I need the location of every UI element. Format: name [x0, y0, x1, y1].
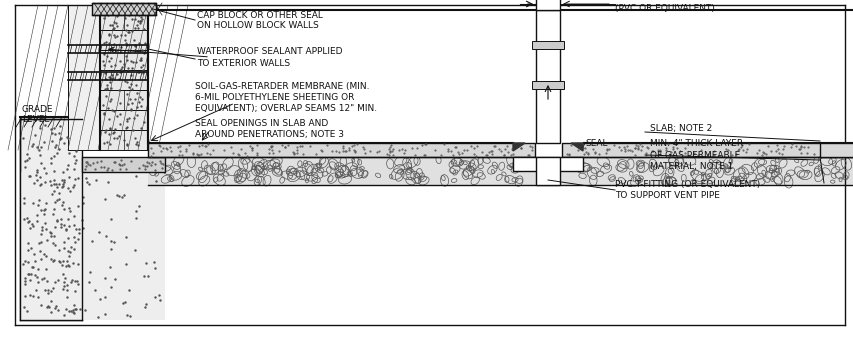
Bar: [148, 157, 853, 185]
Bar: [20, 172, 165, 320]
Text: SEAL OPENINGS IN SLAB AND: SEAL OPENINGS IN SLAB AND: [194, 119, 328, 128]
Text: 6-MIL POLYETHYLENE SHEETING OR: 6-MIL POLYETHYLENE SHEETING OR: [194, 94, 354, 102]
Text: TO SUPPORT VENT PIPE: TO SUPPORT VENT PIPE: [614, 190, 719, 200]
Bar: [100, 110, 148, 130]
Bar: [20, 119, 82, 320]
Text: LEVEL: LEVEL: [22, 116, 49, 124]
Bar: [100, 90, 148, 110]
Bar: [100, 5, 148, 10]
Text: TO EXTERIOR WALLS: TO EXTERIOR WALLS: [197, 58, 290, 68]
Text: MIN. 4" THICK LAYER: MIN. 4" THICK LAYER: [649, 139, 742, 149]
Text: EQUIVALENT); OVERLAP SEAMS 12" MIN.: EQUIVALENT); OVERLAP SEAMS 12" MIN.: [194, 104, 377, 114]
Polygon shape: [513, 143, 525, 151]
Text: OF GAS PERMEABLE: OF GAS PERMEABLE: [649, 151, 740, 159]
Text: GRADE: GRADE: [22, 104, 54, 114]
Bar: [819, 143, 853, 157]
Bar: [536, 10, 560, 143]
Bar: [68, 5, 100, 150]
Text: PVC T-FITTING (OR EQUIVALENT): PVC T-FITTING (OR EQUIVALENT): [614, 180, 759, 188]
Text: CAP BLOCK OR OTHER SEAL: CAP BLOCK OR OTHER SEAL: [197, 11, 322, 19]
Bar: [100, 10, 148, 30]
Bar: [100, 130, 148, 150]
Bar: [536, 157, 560, 185]
Bar: [100, 70, 148, 90]
Bar: [531, 81, 563, 89]
Text: WATERPROOF SEALANT APPLIED: WATERPROOF SEALANT APPLIED: [197, 48, 342, 56]
Bar: [82, 157, 165, 172]
Text: 3"-4" DIA. VENT PIPE: 3"-4" DIA. VENT PIPE: [614, 0, 707, 2]
Polygon shape: [571, 143, 583, 151]
Text: ON HOLLOW BLOCK WALLS: ON HOLLOW BLOCK WALLS: [197, 21, 318, 31]
Bar: [100, 30, 148, 50]
Text: (PVC OR EQUIVALENT): (PVC OR EQUIVALENT): [614, 4, 714, 14]
Text: AROUND PENETRATIONS; NOTE 3: AROUND PENETRATIONS; NOTE 3: [194, 130, 344, 138]
Bar: [513, 157, 583, 171]
Text: SOIL-GAS-RETARDER MEMBRANE (MIN.: SOIL-GAS-RETARDER MEMBRANE (MIN.: [194, 83, 369, 91]
Bar: [92, 3, 156, 15]
Bar: [536, 0, 560, 10]
Bar: [561, 143, 853, 157]
Bar: [148, 143, 534, 157]
Text: SEAL: SEAL: [584, 139, 606, 149]
Bar: [100, 50, 148, 70]
Text: MATERIAL; NOTE 1: MATERIAL; NOTE 1: [649, 162, 733, 170]
Text: SLAB; NOTE 2: SLAB; NOTE 2: [649, 124, 711, 134]
Bar: [531, 41, 563, 49]
